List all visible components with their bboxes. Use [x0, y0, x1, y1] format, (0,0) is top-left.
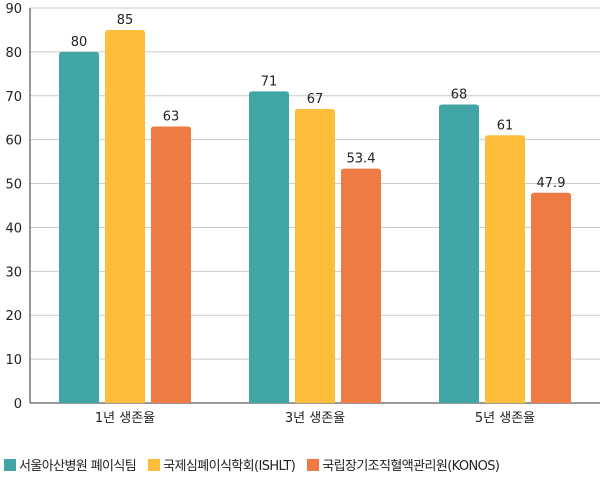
bar: [485, 135, 525, 403]
x-tick-label: 3년 생존율: [285, 411, 345, 426]
data-label: 47.9: [537, 176, 566, 191]
y-tick-label: 40: [5, 221, 22, 236]
bar: [341, 168, 381, 403]
bar: [531, 192, 571, 403]
y-tick-label: 30: [5, 265, 22, 280]
bar: [151, 126, 191, 403]
bar: [249, 91, 289, 403]
y-tick-label: 20: [5, 309, 22, 324]
legend-label: 국제심폐이식학회(ISHLT): [163, 459, 296, 474]
legend-item-konos: 국립장기조직혈액관리원(KONOS): [307, 455, 500, 474]
data-label: 61: [497, 118, 514, 133]
data-label: 53.4: [347, 152, 376, 167]
bar: [105, 29, 145, 403]
legend-swatch: [148, 458, 161, 471]
legend-swatch: [4, 458, 16, 471]
data-label: 80: [71, 35, 88, 50]
data-label: 85: [117, 13, 134, 28]
data-label: 68: [451, 88, 468, 103]
data-label: 67: [307, 92, 324, 107]
bar: [59, 51, 99, 404]
legend: 서울아산병원 폐이식팀 국제심폐이식학회(ISHLT) 국립장기조직혈액관리원(…: [4, 455, 500, 474]
y-tick-label: 60: [5, 134, 22, 149]
data-label: 71: [261, 74, 278, 89]
legend-item-asan: 서울아산병원 폐이식팀: [4, 455, 137, 474]
legend-label: 국립장기조직혈액관리원(KONOS): [322, 459, 500, 474]
legend-item-ishlt: 국제심폐이식학회(ISHLT): [148, 455, 296, 474]
x-tick-label: 1년 생존율: [95, 411, 155, 426]
bar: [295, 108, 335, 403]
y-tick-label: 10: [5, 353, 22, 368]
bar: [439, 104, 479, 404]
y-tick-label: 0: [14, 397, 22, 412]
y-tick-label: 70: [5, 90, 22, 105]
legend-swatch: [307, 458, 320, 471]
y-tick-label: 80: [5, 46, 22, 61]
data-label: 63: [163, 110, 180, 125]
y-tick-label: 90: [5, 2, 22, 17]
bar-chart: 0 10 20 30 40 50 60 70 80 90 1년 생존율 80 85 63 3년 생존율 71 6…: [5, 2, 600, 426]
legend-label: 서울아산병원 폐이식팀: [19, 459, 137, 474]
y-tick-label: 50: [5, 178, 22, 193]
x-tick-label: 5년 생존율: [475, 411, 535, 426]
